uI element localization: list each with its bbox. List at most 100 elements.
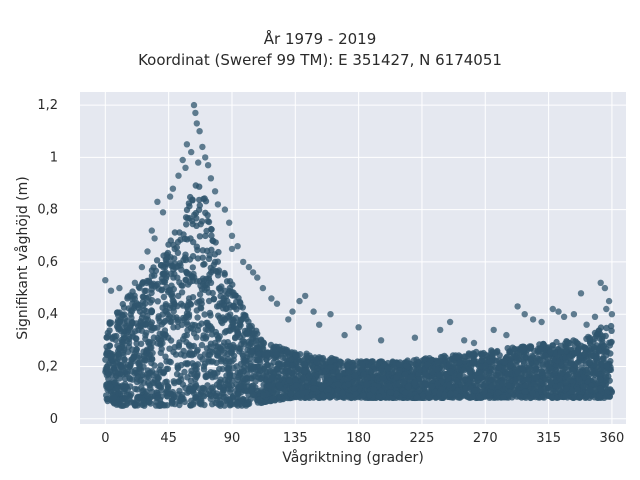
data-point [226,219,233,226]
data-point [285,316,292,323]
data-point [586,358,593,366]
data-point [221,206,229,213]
data-point [206,277,213,284]
data-point [469,393,476,400]
y-axis-label: Signifikant våghöjd (m) [14,176,31,339]
data-point [286,377,293,384]
data-point [160,402,167,409]
data-point [504,370,511,378]
data-point [454,377,461,385]
data-point [168,270,175,277]
data-point [535,345,542,352]
data-point [507,361,514,369]
data-point [167,237,174,244]
data-point [211,188,219,195]
data-point [525,371,532,378]
data-point [486,394,493,401]
data-point [252,378,259,385]
data-point [112,368,119,376]
data-point [596,393,603,400]
data-point [202,335,210,342]
data-point [310,394,317,401]
data-point [154,379,161,386]
data-points [102,101,616,409]
data-point [316,321,323,328]
data-point [607,322,615,330]
data-point [402,389,409,396]
data-point [400,379,407,386]
data-point [147,400,154,407]
data-point [151,272,158,279]
data-point [156,330,163,337]
data-point [480,349,487,357]
data-point [360,371,367,378]
data-point [129,288,136,295]
data-point [112,336,119,343]
data-point [214,201,222,208]
data-point [160,319,167,326]
data-point [146,323,154,331]
data-point [341,394,348,401]
data-point [407,374,414,381]
data-point [488,382,496,390]
data-point [503,331,510,339]
data-point [167,390,174,397]
data-point [162,302,169,310]
data-point [208,226,215,233]
data-point [470,339,478,347]
data-point [571,393,578,400]
data-point [115,324,123,332]
data-point [542,375,550,382]
data-point [475,369,483,376]
data-point [145,369,153,377]
data-point [226,327,234,334]
data-point [496,371,503,379]
data-point [205,255,213,262]
data-point [184,270,191,277]
data-point [327,363,334,371]
data-point [193,120,200,127]
data-point [460,367,467,374]
data-point [446,318,454,326]
data-point [199,254,206,261]
data-point [186,256,194,263]
data-point [597,279,604,286]
data-point [116,375,123,382]
data-point [356,377,364,385]
data-point [196,128,203,135]
data-point [542,352,549,360]
data-point [206,351,214,358]
data-point [207,343,214,350]
data-point [187,377,195,385]
data-point [396,361,403,368]
data-point [211,251,219,258]
data-point [162,256,169,263]
data-point [351,380,359,387]
data-point [173,370,181,378]
data-point [174,274,181,281]
y-tick-label: 1 [50,150,58,165]
data-point [377,337,385,344]
data-point [495,364,502,371]
data-point [147,385,154,392]
data-point [154,395,161,402]
data-point [580,383,587,390]
data-point [116,318,124,325]
data-point [349,363,356,371]
data-point [208,392,215,400]
data-point [139,293,147,300]
data-point [128,399,135,406]
y-tick-label: 0,6 [37,255,58,270]
data-point [562,379,569,386]
data-point [471,387,478,394]
data-point [184,361,191,368]
data-point [529,316,537,323]
data-point [292,352,300,359]
data-point [462,385,469,392]
data-point [336,361,343,368]
data-point [563,385,570,392]
data-point [272,365,279,373]
data-point [326,358,334,365]
data-point [124,386,131,393]
